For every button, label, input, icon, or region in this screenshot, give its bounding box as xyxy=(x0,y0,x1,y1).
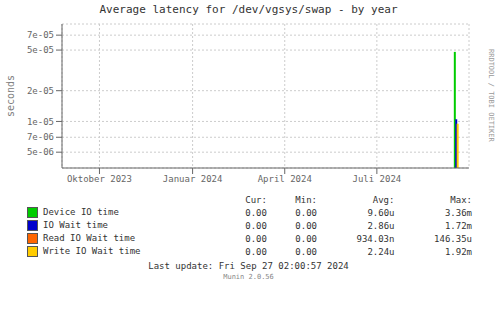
svg-text:5e-05: 5e-05 xyxy=(27,45,54,55)
html-text:Device IO time: Device IO time xyxy=(43,207,119,217)
html-text:0.00: 0.00 xyxy=(295,207,317,218)
svg-text:Januar 2024: Januar 2024 xyxy=(163,174,223,184)
html-text:934.03n: 934.03n xyxy=(356,233,395,244)
html-text:Last update: Fri Sep 27 02:00:: Last update: Fri Sep 27 02:00:57 2024 xyxy=(148,261,349,271)
html-text:0.00: 0.00 xyxy=(295,246,317,257)
html-text:IO Wait time: IO Wait time xyxy=(43,220,108,230)
svg-text:April 2024: April 2024 xyxy=(258,174,312,184)
html-text:2.86u: 2.86u xyxy=(367,220,395,231)
svg-text:seconds: seconds xyxy=(8,75,16,117)
html-text:0.00: 0.00 xyxy=(295,220,317,231)
html-text:Min:: Min: xyxy=(295,195,317,205)
html-text:9.60u: 9.60u xyxy=(367,207,395,218)
html-text:Munin 2.0.56: Munin 2.0.56 xyxy=(223,273,274,281)
svg-text:7e-05: 7e-05 xyxy=(27,30,54,40)
html-text:0.00: 0.00 xyxy=(245,233,267,244)
svg-text:Oktober 2023: Oktober 2023 xyxy=(67,174,132,184)
svg-text:2e-05: 2e-05 xyxy=(27,86,54,96)
html-text:0.00: 0.00 xyxy=(245,246,267,257)
svg-text:7e-06: 7e-06 xyxy=(27,132,54,142)
html-text:1.72m: 1.72m xyxy=(444,220,472,231)
html-text:Average latency for /dev/vgsys: Average latency for /dev/vgsys/swap - by… xyxy=(99,3,398,16)
html-text:RRDTOOL / TOBI OETIKER: RRDTOOL / TOBI OETIKER xyxy=(487,48,495,142)
svg-text:5e-06: 5e-06 xyxy=(27,147,54,157)
html-text:2.24u: 2.24u xyxy=(367,246,395,257)
svg-text:1e-05: 1e-05 xyxy=(27,117,54,127)
html-text:0.00: 0.00 xyxy=(295,233,317,244)
html-text:Read IO Wait time: Read IO Wait time xyxy=(43,233,136,243)
html-text:Max:: Max: xyxy=(450,195,472,205)
html-text:0.00: 0.00 xyxy=(245,207,267,218)
html-text:3.36m: 3.36m xyxy=(444,207,472,218)
svg-text:Juli 2024: Juli 2024 xyxy=(352,174,401,184)
html-text:0.00: 0.00 xyxy=(245,220,267,231)
html-text:Cur:: Cur: xyxy=(245,195,267,205)
html-text:1.92m: 1.92m xyxy=(444,246,472,257)
html-text:146.35u: 146.35u xyxy=(434,233,472,244)
html-text:Write IO Wait time: Write IO Wait time xyxy=(43,246,141,256)
html-text:Avg:: Avg: xyxy=(372,195,395,205)
